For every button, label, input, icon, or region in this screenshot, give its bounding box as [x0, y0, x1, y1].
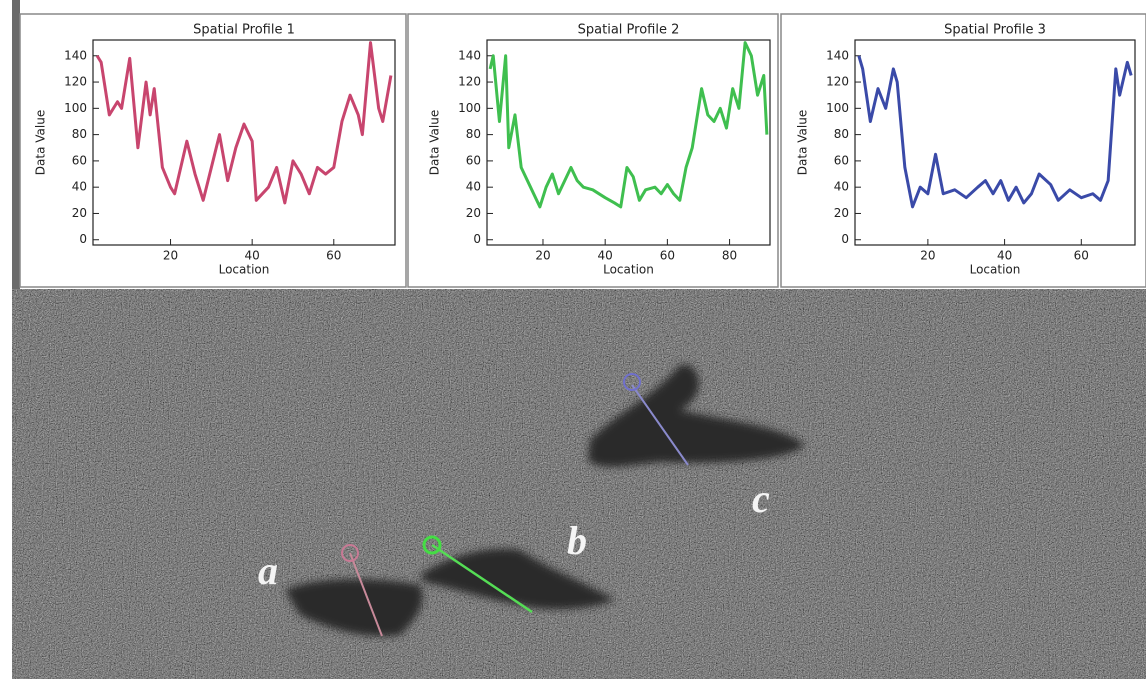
image-label: b	[567, 518, 587, 563]
y-tick-label: 60	[466, 153, 481, 167]
x-tick-label: 60	[1074, 249, 1089, 263]
image-label: a	[258, 548, 278, 593]
y-axis-label: Data Value	[34, 110, 48, 175]
x-tick-label: 80	[722, 249, 737, 263]
x-tick-label: 20	[920, 249, 935, 263]
y-tick-label: 20	[466, 206, 481, 220]
x-axis-label: Location	[970, 263, 1021, 277]
y-tick-label: 100	[64, 101, 87, 115]
y-tick-label: 140	[458, 48, 481, 62]
y-tick-label: 100	[826, 101, 849, 115]
y-tick-label: 60	[834, 153, 849, 167]
y-tick-label: 0	[473, 232, 481, 246]
y-tick-label: 40	[834, 180, 849, 194]
y-tick-label: 140	[826, 48, 849, 62]
y-tick-label: 120	[64, 75, 87, 89]
y-tick-label: 100	[458, 101, 481, 115]
x-tick-label: 40	[598, 249, 613, 263]
chart-title: Spatial Profile 1	[193, 23, 295, 38]
image-speckle	[12, 289, 1146, 679]
chart-title: Spatial Profile 3	[944, 23, 1046, 38]
figure: a b c Spatial Profile 1 Location Data Valu…	[0, 0, 1146, 679]
y-tick-label: 20	[72, 206, 87, 220]
y-tick-label: 140	[64, 48, 87, 62]
y-tick-label: 0	[841, 232, 849, 246]
y-tick-label: 60	[72, 153, 87, 167]
x-axis-label: Location	[603, 263, 654, 277]
x-tick-label: 20	[535, 249, 550, 263]
y-tick-label: 120	[458, 75, 481, 89]
y-tick-label: 80	[466, 127, 481, 141]
chart-title: Spatial Profile 2	[578, 23, 680, 38]
image-label: c	[752, 476, 770, 521]
y-tick-label: 80	[834, 127, 849, 141]
y-tick-label: 0	[79, 232, 87, 246]
x-tick-label: 40	[245, 249, 260, 263]
sar-image: a b c	[12, 289, 1146, 679]
x-tick-label: 20	[163, 249, 178, 263]
y-tick-label: 120	[826, 75, 849, 89]
x-axis-label: Location	[219, 263, 270, 277]
y-axis-label: Data Value	[428, 110, 442, 175]
y-tick-label: 20	[834, 206, 849, 220]
x-tick-label: 60	[326, 249, 341, 263]
y-axis-label: Data Value	[796, 110, 810, 175]
y-tick-label: 40	[466, 180, 481, 194]
x-tick-label: 40	[997, 249, 1012, 263]
y-tick-label: 80	[72, 127, 87, 141]
y-tick-label: 40	[72, 180, 87, 194]
x-tick-label: 60	[660, 249, 675, 263]
